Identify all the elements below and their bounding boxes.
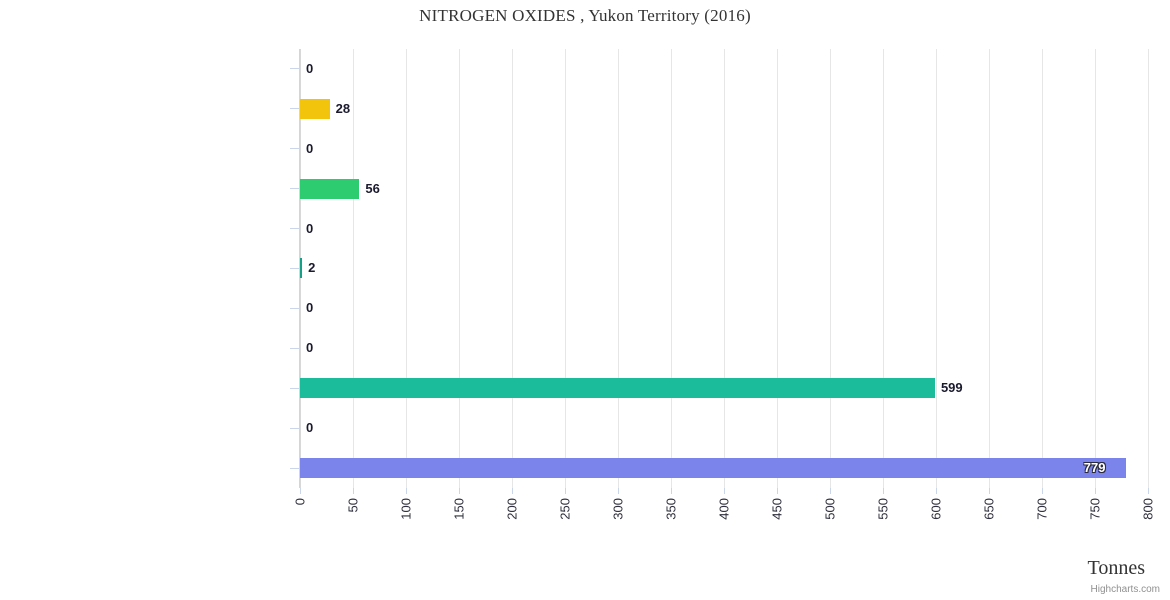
data-label: 0 xyxy=(306,60,314,76)
data-label: 779 xyxy=(1083,460,1106,476)
tick-line xyxy=(406,488,407,494)
bar[interactable] xyxy=(300,178,360,199)
value-axis-tick-label: 150 xyxy=(451,498,467,520)
bar-row[interactable]: Dust0 xyxy=(290,129,1148,169)
value-axis-tick-label: 450 xyxy=(769,498,785,520)
value-axis-tick-label: 300 xyxy=(610,498,626,520)
value-axis-tick-label: 50 xyxy=(345,498,361,513)
bar[interactable] xyxy=(300,98,330,119)
highcharts-credits: Highcharts.com xyxy=(1090,584,1160,595)
value-axis-tick-label: 650 xyxy=(981,498,997,520)
category-tick xyxy=(290,108,299,110)
category-tick xyxy=(290,347,299,349)
gridline xyxy=(936,49,937,488)
gridline xyxy=(671,49,672,488)
tick-line xyxy=(1042,488,1043,494)
gridline xyxy=(459,49,460,488)
bar-row[interactable]: Fires0 xyxy=(290,209,1148,249)
tick-line xyxy=(883,488,884,494)
value-axis-tick-label: 350 xyxy=(663,498,679,520)
bar-row[interactable]: Manufacturing0 xyxy=(290,288,1148,328)
tick-line xyxy=(671,488,672,494)
bar-row[interactable]: Agriculture0 xyxy=(290,49,1148,89)
gridline xyxy=(830,49,831,488)
data-label: 599 xyxy=(940,380,963,396)
tick-line xyxy=(459,488,460,494)
gridline xyxy=(512,49,513,488)
value-axis-tick-label: 550 xyxy=(875,498,891,520)
tick-line xyxy=(618,488,619,494)
tick-line xyxy=(830,488,831,494)
bar-row[interactable]: Oil and Gas Industry0 xyxy=(290,328,1148,368)
data-label: 2 xyxy=(308,260,316,276)
data-label: 28 xyxy=(335,100,351,116)
data-label: 56 xyxy=(365,180,380,196)
value-axis-tick-label: 750 xyxy=(1087,498,1103,520)
bar-row[interactable]: Commercial/Residential/Institutional28 xyxy=(290,89,1148,129)
value-axis-tick-label: 400 xyxy=(716,498,732,520)
value-axis-tick-label: 600 xyxy=(928,498,944,520)
value-axis-title: Tonnes xyxy=(1087,557,1145,579)
value-axis-tick-label: 250 xyxy=(557,498,573,520)
tick-line xyxy=(353,488,354,494)
category-tick xyxy=(290,467,299,469)
gridline xyxy=(618,49,619,488)
category-tick xyxy=(290,427,299,429)
tick-line xyxy=(300,488,301,494)
bar-row[interactable]: Transportation and Mobile Equipment779 xyxy=(290,448,1148,488)
data-label: 0 xyxy=(306,220,314,236)
value-axis-tick-label: 200 xyxy=(504,498,520,520)
category-tick xyxy=(290,228,299,230)
category-axis-line xyxy=(299,49,300,488)
tick-line xyxy=(989,488,990,494)
value-axis-ticks: 0 50 100 150 200 250 300 350 400 450 500 550 600 650 7… xyxy=(292,488,1156,548)
bar[interactable] xyxy=(300,258,303,279)
data-label: 0 xyxy=(306,420,314,436)
category-tick xyxy=(290,188,299,190)
tick-line xyxy=(512,488,513,494)
bar[interactable] xyxy=(300,378,935,399)
value-axis-tick-label: 500 xyxy=(822,498,838,520)
plot-area: Agriculture0Commercial/Residential/Insti… xyxy=(290,49,1149,488)
value-axis-tick-label: 100 xyxy=(398,498,414,520)
value-axis-tick-label: 0 xyxy=(292,498,308,506)
data-label: 0 xyxy=(306,300,314,316)
gridline xyxy=(406,49,407,488)
tick-line xyxy=(936,488,937,494)
value-axis-tick-label: 800 xyxy=(1140,498,1156,520)
gridline xyxy=(353,49,354,488)
tick-line xyxy=(724,488,725,494)
tick-line xyxy=(565,488,566,494)
category-tick xyxy=(290,68,299,70)
bar-row[interactable]: Ores and Mineral Industries599 xyxy=(290,368,1148,408)
bar-row[interactable]: Electric Power Generation (Utilities)56 xyxy=(290,169,1148,209)
bar[interactable] xyxy=(300,458,1126,479)
data-label: 0 xyxy=(306,340,314,356)
gridline xyxy=(1042,49,1043,488)
gridline xyxy=(989,49,990,488)
category-tick xyxy=(290,148,299,150)
value-axis-tick-label: 700 xyxy=(1034,498,1050,520)
gridline xyxy=(777,49,778,488)
gridline xyxy=(1095,49,1096,488)
category-tick xyxy=(290,267,299,269)
gridline xyxy=(565,49,566,488)
gridline xyxy=(724,49,725,488)
gridline xyxy=(1148,49,1149,488)
bar-row[interactable]: Paints and Solvents0 xyxy=(290,408,1148,448)
tick-line xyxy=(1148,488,1149,494)
chart-title: NITROGEN OXIDES , Yukon Territory (2016) xyxy=(419,6,751,25)
tick-line xyxy=(777,488,778,494)
gridline xyxy=(883,49,884,488)
category-tick xyxy=(290,387,299,389)
bar-row[interactable]: Incineration and Waste Sources2 xyxy=(290,249,1148,289)
category-tick xyxy=(290,307,299,309)
tick-line xyxy=(1095,488,1096,494)
data-label: 0 xyxy=(306,140,314,156)
